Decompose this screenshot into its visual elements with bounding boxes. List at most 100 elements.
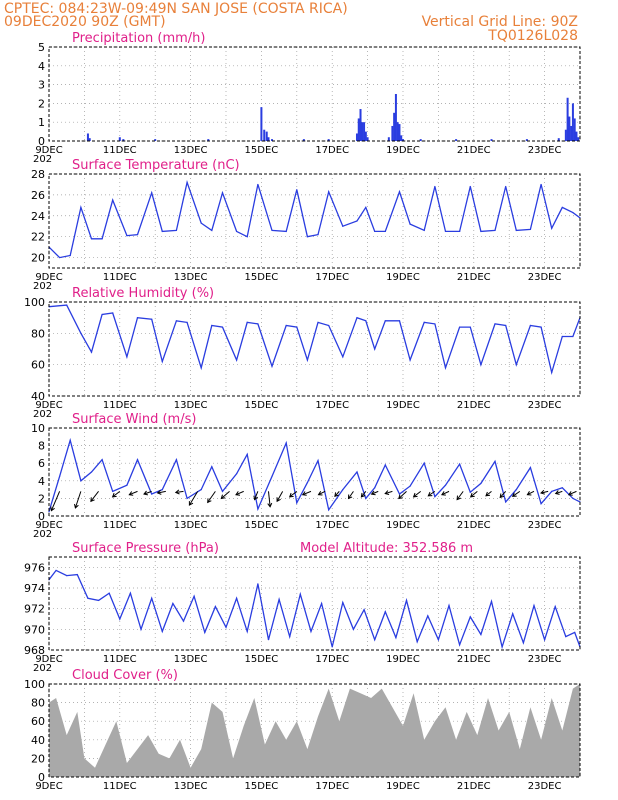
x-tick-label: 15DEC (245, 781, 279, 792)
precip-bar (359, 109, 362, 141)
x-tick-label: 19DEC (386, 654, 420, 665)
precip-bar (570, 125, 573, 141)
data-point (97, 599, 100, 602)
wind-vector-head (188, 501, 194, 506)
x-tick-label: 19DEC (386, 520, 420, 531)
data-point (76, 573, 78, 576)
x-tick-label: 11DEC (103, 272, 137, 283)
data-point (151, 192, 153, 194)
data-point (365, 497, 367, 499)
x-tick-label: 23DEC (528, 654, 562, 665)
wind-vector-head (317, 491, 323, 496)
data-point (405, 599, 408, 602)
data-point (444, 484, 447, 486)
data-point (211, 324, 213, 327)
wind-vector-head (288, 492, 294, 498)
data-point (136, 233, 139, 236)
wind-vector-head (235, 491, 241, 496)
data-point (505, 185, 507, 188)
precip-bar (366, 137, 369, 141)
data-point (423, 321, 425, 323)
x-tick-label: 23DEC (528, 400, 562, 411)
precip-bar (207, 139, 210, 141)
data-point (299, 593, 301, 595)
data-point (271, 475, 273, 477)
data-point (572, 212, 574, 214)
x-tick-label: 19DEC (386, 145, 420, 156)
data-point (59, 256, 61, 259)
data-point (175, 459, 178, 461)
model-code: TQ0126L028 (487, 28, 578, 44)
data-point (574, 631, 576, 634)
precip-bar (363, 122, 366, 141)
data-point (331, 646, 333, 648)
data-point (278, 598, 280, 600)
wind-vector (456, 491, 464, 500)
wind-vector-head (360, 492, 366, 498)
wind-vector-head (427, 491, 433, 497)
wind-vector (157, 490, 166, 494)
data-point (200, 489, 202, 491)
wind-vector (568, 490, 577, 496)
data-point (342, 601, 344, 604)
data-point (540, 326, 542, 328)
data-point (161, 230, 163, 233)
wind-vector-head (526, 491, 532, 496)
precip-bar (391, 125, 394, 141)
precip-bar (361, 122, 364, 141)
wind-vector-head (253, 495, 259, 501)
data-point (214, 606, 216, 608)
data-point (317, 321, 319, 323)
precip-bar (393, 112, 396, 141)
wind-vector (499, 491, 507, 498)
data-point (161, 630, 163, 633)
data-point (480, 482, 482, 485)
vertical-grid-note: Vertical Grid Line: 90Z (422, 14, 578, 30)
data-point (126, 356, 128, 358)
data-point (69, 439, 71, 441)
data-point (204, 631, 206, 634)
data-point (565, 635, 567, 638)
data-point (448, 604, 450, 607)
wind-vector (470, 490, 478, 498)
precip-bar (88, 138, 91, 141)
data-point (533, 604, 535, 607)
y-tick-label: 80 (31, 697, 45, 710)
wind-vector (334, 491, 340, 497)
data-point (306, 359, 309, 361)
data-point (459, 644, 461, 646)
data-point (317, 233, 319, 236)
precip-bar (118, 137, 121, 141)
precip-bar (525, 139, 528, 141)
panel-frame (48, 427, 581, 517)
data-point (101, 313, 103, 316)
wind-vector-head (554, 490, 560, 495)
data-point (236, 230, 238, 233)
wind-vector (143, 490, 152, 495)
data-point (271, 365, 273, 367)
data-point (494, 229, 496, 231)
x-tick-label: 9DEC (35, 400, 62, 411)
wind-vector-head (143, 490, 149, 496)
data-point (151, 597, 153, 599)
x-tick-label: 23DEC (528, 781, 562, 792)
data-point (66, 575, 68, 577)
data-point (221, 192, 224, 194)
data-point (267, 639, 270, 641)
data-point (296, 502, 298, 504)
data-point (285, 230, 287, 233)
data-point (423, 462, 425, 464)
wind-vector (175, 490, 184, 493)
x-tick-label: 9DEC (35, 272, 62, 283)
wind-vector (413, 490, 422, 498)
data-point (161, 489, 163, 491)
data-point (572, 335, 574, 338)
panel-2: 20 22 24 26 28 9DEC 11DEC 13DEC 15DEC 17DEC 19DEC 2… (31, 158, 581, 292)
wind-vector-head (111, 492, 117, 498)
data-point (490, 600, 493, 603)
x-tick-label: 21DEC (457, 781, 491, 792)
precip-bar (455, 139, 458, 141)
panel-3: 40 60 80 100 9DEC 11DEC 13DEC 15DEC 17DEC 19DEC 21… (24, 286, 581, 420)
x-tick-label: 21DEC (457, 654, 491, 665)
data-point (444, 230, 447, 233)
